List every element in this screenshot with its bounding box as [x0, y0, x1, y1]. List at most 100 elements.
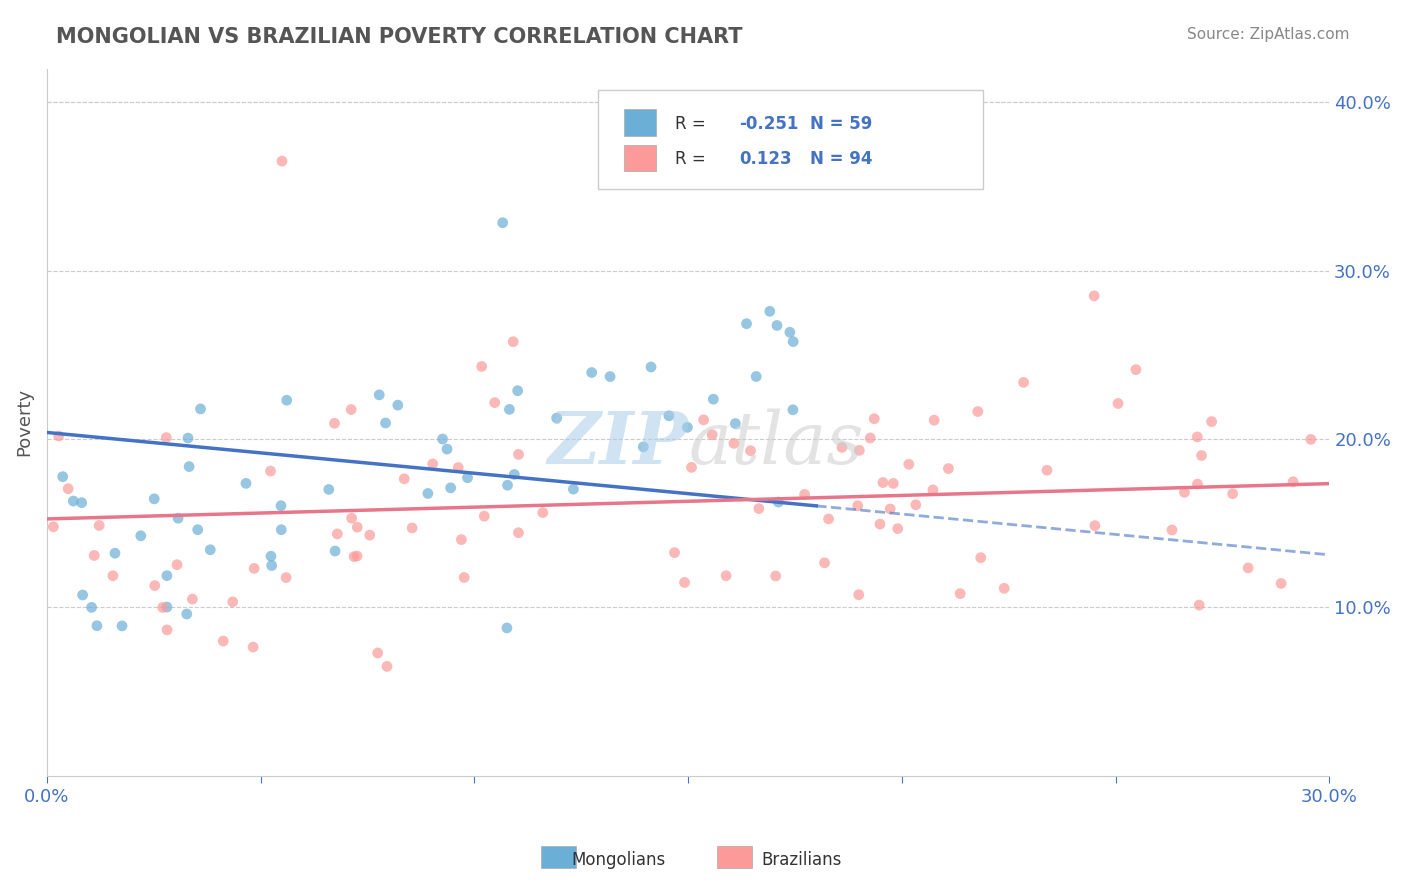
Point: [766, 318, 789, 333]
Point: [471, 359, 494, 374]
Point: [723, 436, 745, 450]
Point: [181, 592, 204, 607]
Point: [318, 483, 340, 497]
Point: [498, 402, 520, 417]
Point: [323, 417, 346, 431]
Text: MONGOLIAN VS BRAZILIAN POVERTY CORRELATION CHART: MONGOLIAN VS BRAZILIAN POVERTY CORRELATI…: [56, 27, 742, 46]
Point: [782, 402, 804, 417]
Point: [1125, 362, 1147, 376]
Text: N = 94: N = 94: [810, 150, 872, 168]
Point: [129, 529, 152, 543]
Text: -0.251: -0.251: [740, 115, 799, 133]
Point: [167, 511, 190, 525]
Point: [166, 558, 188, 572]
Point: [243, 561, 266, 575]
Point: [401, 521, 423, 535]
Y-axis label: Poverty: Poverty: [15, 388, 32, 456]
Point: [640, 359, 662, 374]
Point: [70, 496, 93, 510]
Point: [1299, 433, 1322, 447]
Point: [724, 417, 747, 431]
Point: [859, 431, 882, 445]
Point: [1107, 396, 1129, 410]
Point: [274, 571, 297, 585]
Point: [887, 522, 910, 536]
Point: [440, 481, 463, 495]
Point: [323, 544, 346, 558]
Point: [111, 619, 134, 633]
Point: [101, 568, 124, 582]
Point: [1012, 376, 1035, 390]
Point: [104, 546, 127, 560]
Point: [702, 392, 724, 407]
Point: [1173, 485, 1195, 500]
Text: Mongolians: Mongolians: [571, 851, 666, 869]
Point: [562, 482, 585, 496]
Point: [831, 441, 853, 455]
Point: [276, 393, 298, 408]
Point: [143, 578, 166, 592]
Point: [368, 388, 391, 402]
FancyBboxPatch shape: [624, 109, 657, 136]
Point: [673, 575, 696, 590]
Point: [222, 595, 245, 609]
Point: [359, 528, 381, 542]
Point: [472, 509, 495, 524]
Point: [938, 461, 960, 475]
Point: [872, 475, 894, 490]
Point: [492, 216, 515, 230]
Point: [745, 369, 768, 384]
Point: [735, 317, 758, 331]
Point: [949, 586, 972, 600]
Point: [1187, 430, 1209, 444]
Point: [187, 523, 209, 537]
Point: [1282, 475, 1305, 489]
Point: [242, 640, 264, 654]
Point: [768, 495, 790, 509]
Point: [374, 416, 396, 430]
Point: [346, 520, 368, 534]
Point: [42, 520, 65, 534]
Point: [496, 621, 519, 635]
Point: [270, 523, 292, 537]
Point: [970, 550, 993, 565]
Point: [1187, 477, 1209, 491]
Point: [89, 518, 111, 533]
Text: Brazilians: Brazilians: [761, 851, 842, 869]
Point: [817, 512, 839, 526]
Point: [432, 432, 454, 446]
Point: [993, 582, 1015, 596]
Point: [86, 618, 108, 632]
Point: [152, 600, 174, 615]
Point: [155, 431, 177, 445]
Point: [748, 501, 770, 516]
Point: [848, 588, 870, 602]
Point: [502, 334, 524, 349]
Point: [1191, 449, 1213, 463]
Point: [879, 502, 901, 516]
Point: [846, 499, 869, 513]
Point: [1201, 415, 1223, 429]
Point: [1222, 486, 1244, 500]
Text: ZIP: ZIP: [547, 408, 688, 479]
Point: [508, 447, 530, 461]
Point: [190, 401, 212, 416]
Point: [235, 476, 257, 491]
Point: [882, 476, 904, 491]
Point: [392, 472, 415, 486]
Point: [447, 460, 470, 475]
Point: [387, 398, 409, 412]
Point: [80, 600, 103, 615]
Text: atlas: atlas: [688, 409, 863, 479]
Point: [599, 369, 621, 384]
Point: [702, 427, 724, 442]
Point: [177, 431, 200, 445]
Point: [1083, 289, 1105, 303]
Point: [765, 569, 787, 583]
Point: [340, 402, 363, 417]
Point: [779, 325, 801, 339]
Point: [692, 413, 714, 427]
Point: [740, 443, 762, 458]
Point: [143, 491, 166, 506]
Point: [62, 494, 84, 508]
